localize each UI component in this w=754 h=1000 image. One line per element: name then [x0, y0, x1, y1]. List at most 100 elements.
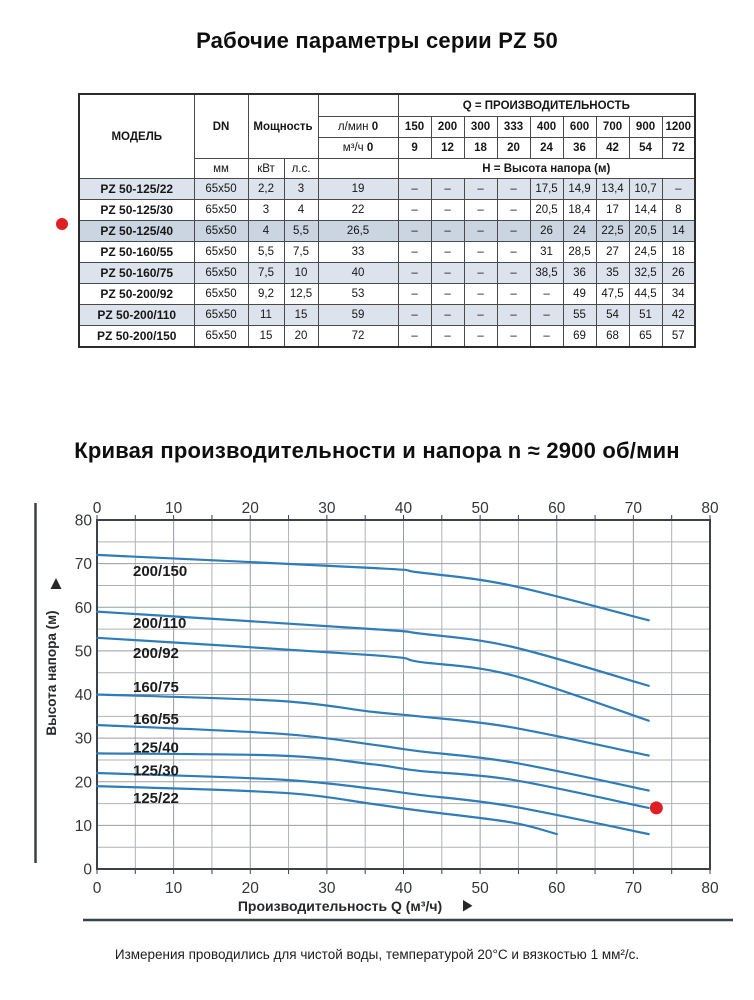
model-cell: PZ 50-200/92 [78, 283, 195, 305]
dn-cell: 65x50 [193, 178, 249, 200]
head-value-cell: – [496, 220, 531, 242]
model-cell: PZ 50-125/30 [78, 199, 195, 221]
flow-value-cell: 400 [529, 116, 564, 138]
parameters-table: МОДЕЛЬ DN Мощность Q = ПРОИЗВОДИТЕЛЬНОСТ… [78, 93, 697, 348]
flow-value-cell: 20 [496, 137, 531, 159]
flow-value-cell: 72 [661, 137, 696, 159]
head-value-cell: – [496, 283, 531, 305]
head-value-cell: – [496, 241, 531, 263]
flow-value-cell: 36 [562, 137, 597, 159]
dn-cell: 65x50 [193, 304, 249, 326]
model-cell: PZ 50-125/40 [78, 220, 195, 242]
head-at-zero-cell: 72 [317, 325, 399, 348]
head-value-cell: – [397, 241, 432, 263]
head-value-cell: – [496, 262, 531, 284]
duty-point-marker-icon [649, 801, 663, 815]
curve-200/110 [95, 610, 650, 687]
curve-label-200/110: 200/110 [133, 615, 186, 632]
head-value-cell: 35 [595, 262, 630, 284]
head-value-cell: – [496, 304, 531, 326]
unit-mm-header: мм [193, 158, 249, 179]
head-value-cell: – [463, 199, 498, 221]
head-value-cell: – [463, 325, 498, 348]
head-value-cell: – [430, 304, 465, 326]
head-value-cell: – [463, 220, 498, 242]
head-value-cell: 47,5 [595, 283, 630, 305]
curve-200/92 [95, 636, 650, 722]
head-value-cell: 27 [595, 241, 630, 263]
head-at-zero-cell: 19 [317, 178, 399, 200]
x-axis-top-tick-label: 10 [165, 500, 183, 517]
hp-cell: 7,5 [283, 241, 319, 263]
table-row: PZ 50-125/30 65x50 3 4 22– – – –20,5 18,4 17 14,4 8 [78, 199, 696, 221]
head-value-cell: 14,9 [562, 178, 597, 200]
head-value-cell: – [463, 283, 498, 305]
head-at-zero-cell: 53 [317, 283, 399, 305]
head-value-cell: 18,4 [562, 199, 597, 221]
head-at-zero-cell: 40 [317, 262, 399, 284]
head-at-zero-cell: 59 [317, 304, 399, 326]
table-row: PZ 50-160/55 65x50 5,5 7,5 33– – – –31 28,5 27 24,… [78, 241, 696, 263]
flow-value-cell: 12 [430, 137, 465, 159]
hp-cell: 3 [283, 178, 319, 200]
power-column-header: Мощность [247, 93, 319, 159]
curve-label-125/30: 125/30 [133, 763, 179, 780]
kw-cell: 7,5 [247, 262, 285, 284]
head-value-cell: – [430, 220, 465, 242]
x-axis-top-tick-label: 40 [395, 500, 413, 517]
head-value-cell: 51 [628, 304, 663, 326]
head-value-cell: – [397, 178, 432, 200]
head-value-cell: 34 [661, 283, 696, 305]
model-cell: PZ 50-125/22 [78, 178, 195, 200]
x-axis-top-tick-label: 30 [318, 500, 336, 517]
curve-160/75 [95, 693, 650, 757]
dn-cell: 65x50 [193, 262, 249, 284]
head-value-cell: – [529, 325, 564, 348]
performance-chart: 0010102020303040405050606070708080010203… [34, 500, 733, 922]
head-value-cell: 28,5 [562, 241, 597, 263]
head-value-cell: – [463, 262, 498, 284]
table-row: PZ 50-160/75 65x50 7,5 10 40– – – –38,5 36 35 32,5… [78, 262, 696, 284]
head-value-cell: – [397, 220, 432, 242]
flow-value-cell: 54 [628, 137, 663, 159]
table-row: PZ 50-200/110 65x50 11 15 59– – – – –55 54 51 42 [78, 304, 696, 326]
head-value-cell: 54 [595, 304, 630, 326]
flow-value-cell: 1200 [661, 116, 696, 138]
x-axis-top-tick-label: 50 [472, 500, 490, 517]
head-value-cell: 24,5 [628, 241, 663, 263]
table-row: PZ 50-125/22 65x50 2,2 3 19– – – –17,5 14,9 13,4 1… [78, 178, 696, 200]
flow-value-cell: 333 [496, 116, 531, 138]
x-axis-top-tick-label: 70 [625, 500, 643, 517]
head-value-cell: 17 [595, 199, 630, 221]
head-at-zero-cell: 26,5 [317, 220, 399, 242]
x-axis-tick-label: 0 [93, 880, 102, 897]
y-axis-tick-label: 60 [75, 600, 93, 617]
y-axis-arrow-up-icon [50, 578, 62, 589]
head-value-cell: 42 [661, 304, 696, 326]
x-axis-tick-label: 20 [242, 880, 260, 897]
flow-value-cell: 300 [463, 116, 498, 138]
head-value-cell: 20,5 [628, 220, 663, 242]
curve-125/22 [95, 785, 558, 836]
curve-160/55 [95, 723, 650, 792]
head-group-header: H = Высота напора (м) [397, 158, 696, 179]
head-at-zero-cell: 22 [317, 199, 399, 221]
table-row: PZ 50-200/92 65x50 9,2 12,5 53– – – – –49 47,5 44,… [78, 283, 696, 305]
head-value-cell: 13,4 [595, 178, 630, 200]
y-axis-tick-label: 80 [75, 513, 93, 530]
curve-label-160/75: 160/75 [133, 679, 179, 696]
x-axis-tick-label: 30 [318, 880, 336, 897]
dn-column-header: DN [193, 93, 249, 159]
hp-cell: 20 [283, 325, 319, 348]
curve-label-200/92: 200/92 [133, 645, 179, 662]
head-value-cell: 31 [529, 241, 564, 263]
flow-unit-cell: м³/ч 0 [317, 137, 399, 159]
selected-model-marker-icon [56, 218, 68, 230]
head-at-zero-cell: 33 [317, 241, 399, 263]
head-value-cell: 18 [661, 241, 696, 263]
chart-title: Кривая производительности и напора n ≈ 2… [74, 438, 680, 463]
head-value-cell: 8 [661, 199, 696, 221]
kw-cell: 5,5 [247, 241, 285, 263]
head-value-cell: 49 [562, 283, 597, 305]
head-value-cell: 10,7 [628, 178, 663, 200]
